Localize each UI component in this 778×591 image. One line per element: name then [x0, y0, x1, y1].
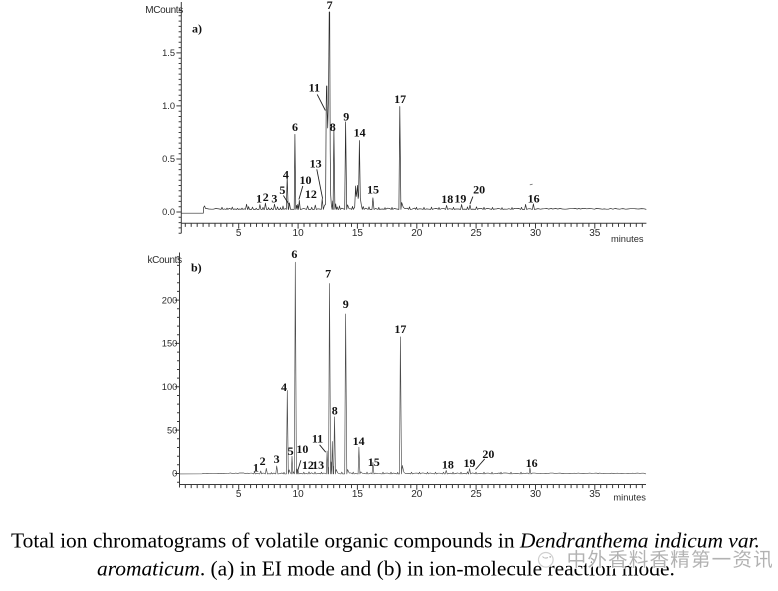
svg-text:18: 18: [442, 458, 454, 472]
svg-text:10: 10: [296, 442, 308, 456]
svg-text:1.0: 1.0: [162, 101, 175, 111]
svg-text:6: 6: [291, 247, 297, 261]
svg-text:0: 0: [172, 469, 177, 479]
svg-text:17: 17: [394, 322, 406, 336]
svg-text:5: 5: [236, 489, 242, 500]
svg-text:11: 11: [312, 432, 323, 446]
svg-text:0.0: 0.0: [162, 207, 175, 217]
svg-text:7: 7: [327, 0, 333, 12]
svg-text:9: 9: [343, 297, 349, 311]
svg-text:MCounts: MCounts: [145, 5, 183, 16]
svg-text:5: 5: [279, 183, 285, 197]
svg-text:9: 9: [343, 109, 349, 123]
svg-text:1.5: 1.5: [162, 48, 175, 58]
svg-text:16: 16: [526, 456, 538, 470]
svg-text:3: 3: [271, 191, 277, 205]
svg-text:11: 11: [309, 81, 320, 95]
svg-text:20: 20: [411, 228, 423, 239]
svg-text:7: 7: [325, 267, 331, 281]
svg-text:4: 4: [283, 168, 289, 182]
svg-text:20: 20: [473, 183, 485, 197]
svg-text:kCounts: kCounts: [148, 255, 183, 266]
svg-text:12: 12: [305, 187, 317, 201]
svg-text:30: 30: [530, 489, 542, 500]
svg-text:1: 1: [256, 192, 262, 206]
svg-text:10: 10: [293, 228, 305, 239]
svg-text:35: 35: [589, 489, 601, 500]
svg-text:20: 20: [411, 489, 423, 500]
svg-text:5: 5: [236, 228, 242, 239]
svg-text:20: 20: [482, 447, 494, 461]
svg-text:8: 8: [330, 120, 336, 134]
svg-text:18: 18: [441, 192, 453, 206]
svg-text:150: 150: [162, 339, 178, 349]
svg-text:14: 14: [354, 126, 366, 140]
svg-text:19: 19: [464, 456, 476, 470]
svg-text:200: 200: [162, 295, 178, 305]
svg-text:12: 12: [302, 458, 314, 472]
svg-text:17: 17: [394, 92, 406, 106]
svg-text:16: 16: [528, 192, 540, 206]
svg-text:0.5: 0.5: [162, 154, 175, 164]
svg-text:8: 8: [332, 404, 338, 418]
svg-text:a): a): [192, 22, 202, 36]
svg-text:35: 35: [589, 228, 601, 239]
svg-text:30: 30: [530, 228, 542, 239]
svg-text:b): b): [191, 261, 202, 275]
svg-text:minutes: minutes: [611, 234, 644, 244]
svg-text:13: 13: [310, 157, 322, 171]
svg-text:4: 4: [281, 380, 287, 394]
svg-text:5: 5: [288, 444, 294, 458]
svg-text:2: 2: [263, 190, 269, 204]
svg-text:15: 15: [367, 183, 379, 197]
svg-text:13: 13: [312, 458, 324, 472]
svg-text:15: 15: [352, 489, 364, 500]
svg-text:19: 19: [454, 192, 466, 206]
svg-text:3: 3: [274, 452, 280, 466]
svg-text:25: 25: [471, 228, 483, 239]
svg-text:15: 15: [368, 455, 380, 469]
svg-text:14: 14: [353, 434, 365, 448]
svg-text:15: 15: [352, 228, 364, 239]
svg-text:25: 25: [471, 489, 483, 500]
svg-text:10: 10: [293, 489, 305, 500]
svg-text:aromaticum. (a) in EI mode and: aromaticum. (a) in EI mode and (b) in io…: [97, 557, 675, 581]
svg-text:Total ion chromatograms of vol: Total ion chromatograms of volatile orga…: [11, 528, 760, 552]
svg-text:minutes: minutes: [613, 492, 646, 502]
svg-text:1: 1: [253, 460, 259, 474]
svg-text:50: 50: [167, 425, 177, 435]
svg-text:2: 2: [260, 454, 266, 468]
svg-text:10: 10: [300, 173, 312, 187]
svg-text:100: 100: [162, 382, 178, 392]
svg-text:6: 6: [292, 120, 298, 134]
